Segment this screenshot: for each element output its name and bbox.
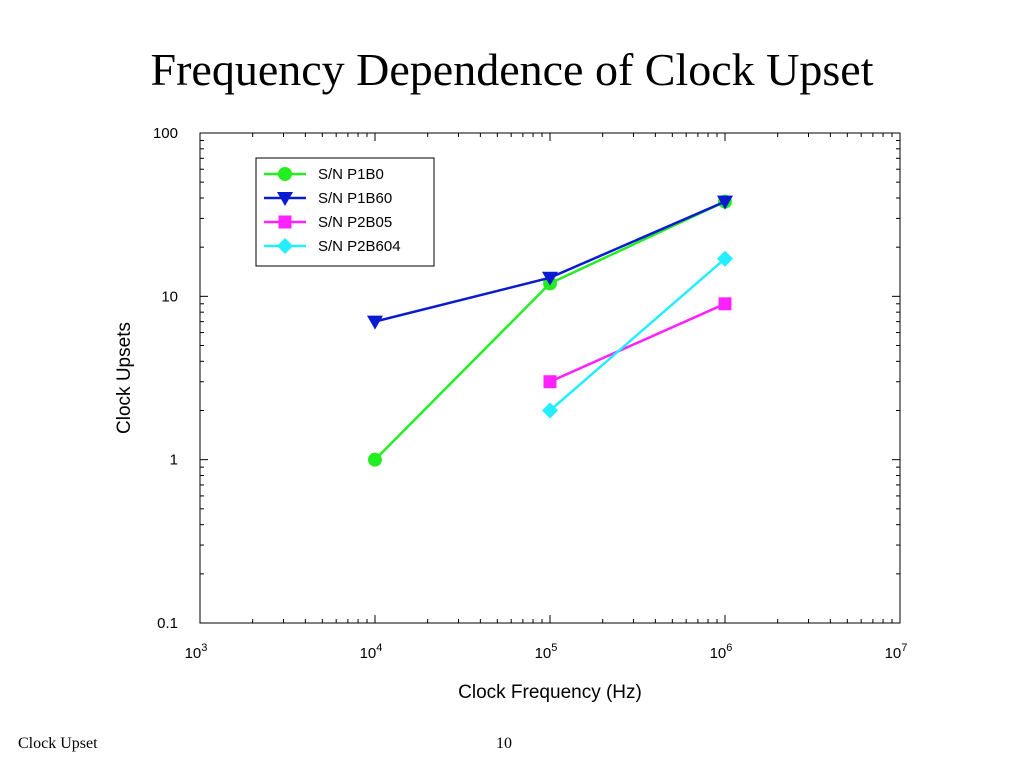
x-tick-label: 104 [360,642,383,662]
footer-title: Clock Upset [18,735,98,752]
data-point [367,315,383,330]
data-point [543,375,557,389]
x-tick-label: 105 [535,642,558,662]
y-tick-label: 10 [161,288,178,305]
y-axis-title: Clock Upsets [114,322,135,434]
legend-item: S/N P2B604 [264,238,401,255]
x-tick-label-exponent: 7 [901,642,907,654]
data-point [717,250,733,267]
legend-label: S/N P1B60 [318,190,392,207]
x-tick-label-exponent: 5 [551,642,557,654]
y-tick-label: 1 [170,452,178,469]
y-tick-label: 0.1 [157,615,178,632]
ticks-layer [199,132,901,624]
x-tick-label: 107 [885,642,908,662]
x-tick-label-exponent: 6 [726,642,732,654]
page-number: 10 [496,735,512,752]
data-point [368,452,382,467]
series-2 [367,195,733,330]
legend-label: S/N P1B0 [318,166,384,183]
x-tick-label-base: 10 [360,645,377,662]
x-tick-label-base: 10 [710,645,727,662]
series-3 [543,297,732,389]
data-point [542,402,558,419]
data-point [717,195,733,210]
slide-title: Frequency Dependence of Clock Upset [150,44,874,95]
series-layer [367,194,733,467]
x-tick-label-base: 10 [535,645,552,662]
x-tick-label: 103 [185,642,208,662]
series-4 [542,250,733,419]
legend-item: S/N P1B60 [264,190,392,207]
x-tick-label-exponent: 3 [201,642,207,654]
legend-label: S/N P2B05 [318,214,392,231]
y-tick-label: 100 [153,125,178,142]
data-point [542,271,558,286]
legend-label: S/N P2B604 [318,238,401,255]
x-tick-label-base: 10 [185,645,202,662]
data-point [718,297,732,311]
legend-swatch-marker [277,238,293,254]
legend-swatch-marker [277,192,293,206]
legend-item: S/N P2B05 [264,214,392,231]
legend-swatch-marker [278,215,292,229]
x-tick-label-base: 10 [885,645,902,662]
x-tick-label: 106 [710,642,733,662]
x-tick-label-exponent: 4 [376,642,382,654]
series-line [549,257,726,412]
legend: S/N P1B0 S/N P1B60 S/N P2B05 S/N P2B604 [255,157,435,267]
series-line [549,302,726,383]
x-axis-title: Clock Frequency (Hz) [458,682,642,703]
legend-swatch-marker [278,167,292,181]
legend-item: S/N P1B0 [264,166,384,183]
